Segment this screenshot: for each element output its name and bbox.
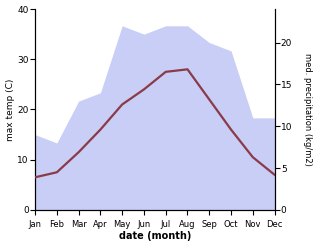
X-axis label: date (month): date (month): [119, 231, 191, 242]
Y-axis label: med. precipitation (kg/m2): med. precipitation (kg/m2): [303, 53, 313, 166]
Y-axis label: max temp (C): max temp (C): [5, 78, 15, 141]
